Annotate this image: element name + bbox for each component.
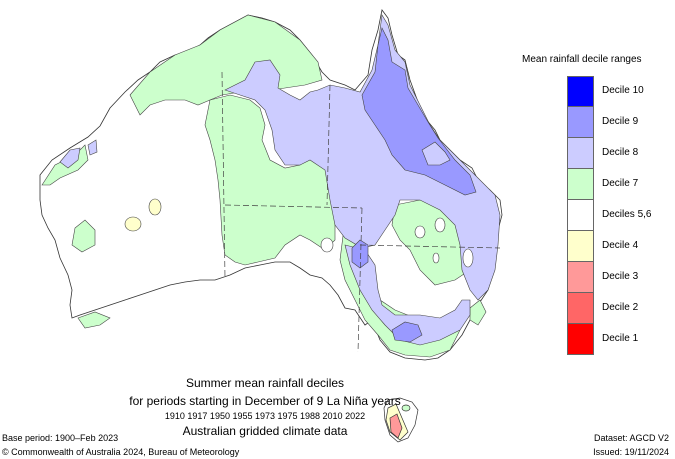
decile-8-regions [59,14,501,346]
base-period: Base period: 1900–Feb 2023 [2,433,119,443]
map-dataset-title: Australian gridded climate data [182,424,348,438]
decile-4-regions [124,198,162,232]
legend-label: Decile 3 [602,271,639,282]
swatch-decile-4 [567,231,594,262]
australia-rainfall-map [39,9,503,443]
map-years: 1910 1917 1950 1955 1973 1975 1988 2010 … [164,411,366,421]
legend-label: Decile 7 [602,178,639,189]
deciles-5-6-holes [320,217,474,268]
swatch-decile-3 [567,262,594,293]
decile-8-island [421,141,451,166]
legend-label: Decile 4 [602,240,639,251]
swatch-deciles-5-6 [567,200,594,231]
swatch-decile-8 [567,138,594,169]
copyright: © Commonwealth of Australia 2024, Bureau… [2,447,240,457]
swatch-decile-2 [567,293,594,324]
swatch-decile-10 [567,76,594,107]
map-subtitle: for periods starting in December of 9 La… [129,394,401,408]
state-borders [221,71,501,353]
map-title: Summer mean rainfall deciles [185,376,345,390]
legend-label: Deciles 5,6 [602,209,652,220]
issued-date: Issued: 19/11/2024 [593,447,669,457]
legend-label: Decile 2 [602,302,639,313]
decile-9-regions [351,27,477,343]
legend-title: Mean rainfall decile ranges [522,54,642,65]
swatch-decile-9 [567,107,594,138]
legend-label: Decile 10 [602,85,644,96]
swatch-decile-1 [567,324,594,355]
dataset-label: Dataset: AGCD V2 [593,433,669,443]
tasmania [383,397,419,443]
legend-label: Decile 1 [602,333,639,344]
legend-label: Decile 8 [602,147,639,158]
legend-label: Decile 9 [602,116,639,127]
swatch-decile-7 [567,169,594,200]
